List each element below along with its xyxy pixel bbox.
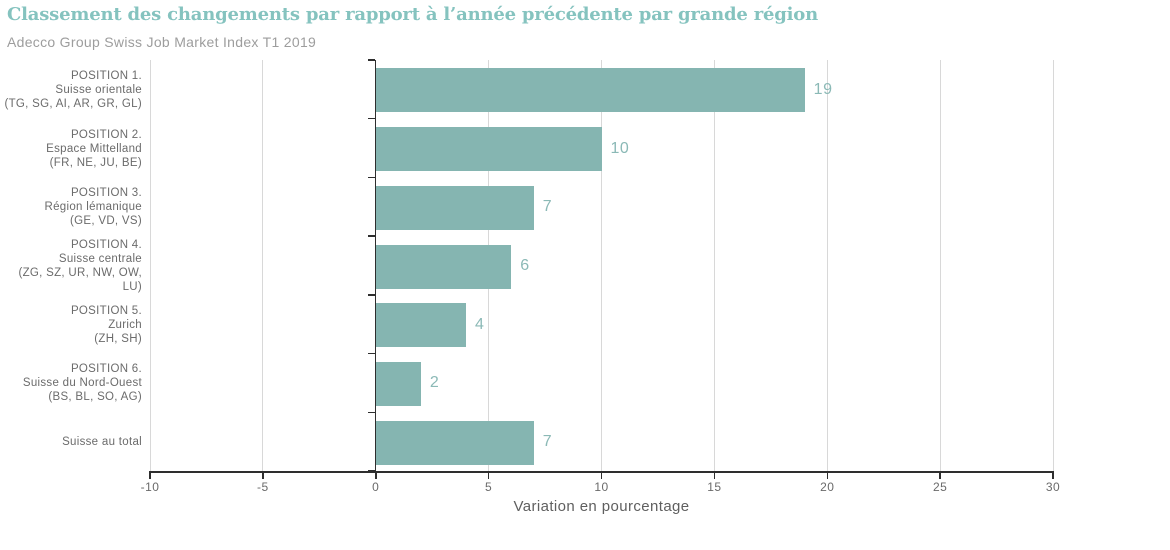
category-label-line: POSITION 6. xyxy=(70,363,142,376)
category-label-line: POSITION 3. xyxy=(70,187,142,200)
chart-title: Classement des changements par rapport à… xyxy=(7,4,818,25)
category-label-line: (FR, NE, JU, BE) xyxy=(49,156,142,169)
y-axis-tick xyxy=(367,176,375,179)
gridline xyxy=(713,60,715,471)
y-axis-tick xyxy=(367,352,375,355)
y-axis-tick xyxy=(367,59,375,61)
x-axis-title: Variation en pourcentage xyxy=(513,498,690,515)
category-label-line: Suisse au total xyxy=(62,436,142,449)
category-label: POSITION 5. Zurich (ZH, SH) xyxy=(0,304,142,346)
category-label: Suisse au total xyxy=(0,435,142,449)
category-label-line: Région lémanique xyxy=(44,201,142,214)
category-label-line: Suisse centrale xyxy=(58,253,142,265)
x-axis-tick xyxy=(262,471,264,479)
x-tick-label: 25 xyxy=(932,480,948,494)
bar xyxy=(375,185,534,230)
x-axis-tick xyxy=(487,471,490,479)
x-axis-tick xyxy=(1052,471,1054,479)
bar-value-label: 7 xyxy=(542,198,553,216)
category-label-line: Espace Mittelland xyxy=(46,142,142,155)
category-label-line: POSITION 2. xyxy=(70,128,142,141)
gridline xyxy=(1052,60,1054,471)
y-axis-tick xyxy=(367,294,375,296)
category-label-line: POSITION 5. xyxy=(70,304,142,317)
category-label: POSITION 4. Suisse centrale (ZG, SZ, UR, N… xyxy=(0,238,142,294)
x-tick-label: 10 xyxy=(594,480,609,494)
x-axis-tick xyxy=(939,471,941,479)
bar xyxy=(375,244,512,289)
x-axis-tick xyxy=(375,471,377,479)
y-axis-tick xyxy=(367,411,375,414)
category-label: POSITION 6. Suisse du Nord-Ouest (BS, BL, … xyxy=(0,362,142,404)
x-tick-label: 20 xyxy=(820,480,835,494)
category-label-line: (TG, SG, AI, AR, GR, GL) xyxy=(4,97,142,110)
x-tick-label: 30 xyxy=(1045,480,1061,494)
bar xyxy=(375,420,534,465)
bar-value-label: 10 xyxy=(610,139,630,157)
category-label-line: POSITION 1. xyxy=(70,69,142,82)
bar xyxy=(375,361,421,406)
chart-subtitle: Adecco Group Swiss Job Market Index T1 2… xyxy=(7,34,317,50)
category-label-line: (ZH, SH) xyxy=(94,332,142,345)
bar xyxy=(375,303,467,348)
x-tick-label: 15 xyxy=(707,480,722,494)
bar xyxy=(375,68,805,113)
x-tick-label: -5 xyxy=(257,480,269,494)
bar-value-label: 2 xyxy=(429,374,440,392)
gridline xyxy=(262,60,264,471)
gridline xyxy=(149,60,151,471)
category-label: POSITION 1. Suisse orientale (TG, SG, AI, … xyxy=(0,69,142,111)
bar-value-label: 19 xyxy=(813,80,833,98)
y-axis-tick xyxy=(367,235,375,237)
category-label-line: (ZG, SZ, UR, NW, OW, LU) xyxy=(18,267,142,293)
category-label-line: Suisse orientale xyxy=(55,83,142,96)
y-axis-line xyxy=(374,60,377,471)
gridline xyxy=(826,60,828,471)
bar-value-label: 6 xyxy=(520,257,530,274)
category-label: POSITION 3. Région lémanique (GE, VD, VS) xyxy=(0,186,142,228)
category-label: POSITION 2. Espace Mittelland (FR, NE, JU,… xyxy=(0,128,142,170)
x-axis-tick xyxy=(826,471,828,479)
bar-value-label: 4 xyxy=(475,315,485,333)
x-tick-label: 0 xyxy=(372,480,380,494)
category-label-line: Zurich xyxy=(108,318,142,331)
x-axis-tick xyxy=(149,471,151,479)
bar xyxy=(375,127,602,172)
category-label-line: Suisse du Nord-Ouest xyxy=(22,377,142,390)
bar-value-label: 7 xyxy=(542,433,553,451)
gridline xyxy=(601,60,602,471)
category-label-line: POSITION 4. xyxy=(70,239,142,251)
x-axis-tick xyxy=(600,471,603,479)
x-axis-tick xyxy=(713,471,716,479)
gridline xyxy=(939,60,941,471)
y-axis-tick xyxy=(367,117,375,120)
x-tick-label: 5 xyxy=(485,480,493,494)
category-label-line: (BS, BL, SO, AG) xyxy=(48,391,142,404)
x-tick-label: -10 xyxy=(140,480,160,494)
category-label-line: (GE, VD, VS) xyxy=(70,215,142,228)
